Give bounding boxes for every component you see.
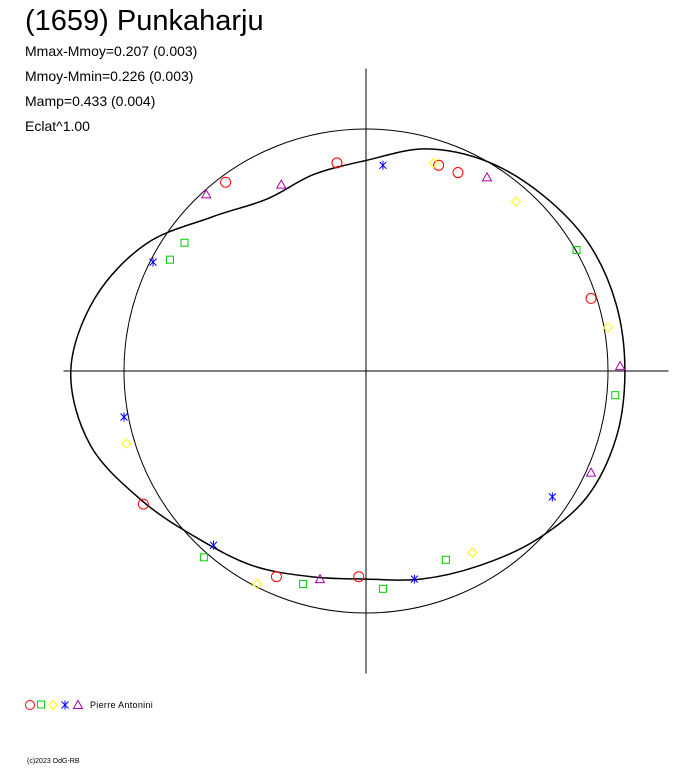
data-point-triangle-2 xyxy=(614,360,626,371)
data-point-circle-1 xyxy=(353,571,365,583)
data-point-triangle-3 xyxy=(314,573,326,584)
legend-circle-marker xyxy=(25,700,35,710)
data-point-star-1 xyxy=(209,540,218,550)
data-point-square-5 xyxy=(611,391,620,400)
data-point-circle-7 xyxy=(452,167,464,179)
data-point-star-4 xyxy=(120,412,128,422)
data-point-circle-3 xyxy=(220,176,232,188)
data-point-diamond-0 xyxy=(251,578,263,590)
data-point-star-2 xyxy=(548,492,557,502)
stat-amplitude: Mamp=0.433 (0.004) xyxy=(25,93,156,109)
legend: Pierre Antonini xyxy=(24,698,153,712)
data-point-square-0 xyxy=(441,555,450,564)
data-point-diamond-4 xyxy=(121,438,132,449)
legend-triangle-marker xyxy=(72,699,84,709)
fit-curve xyxy=(70,148,626,581)
data-point-square-2 xyxy=(165,255,174,264)
data-point-circle-6 xyxy=(331,157,343,169)
data-point-triangle-4 xyxy=(585,467,597,477)
legend-diamond-marker xyxy=(48,699,58,711)
reference-circle xyxy=(123,128,609,614)
data-point-diamond-3 xyxy=(467,547,478,558)
data-point-square-3 xyxy=(572,246,581,254)
legend-square-marker xyxy=(37,700,45,709)
chart-title: (1659) Punkaharju xyxy=(25,5,264,37)
data-point-circle-2 xyxy=(433,159,445,171)
data-point-square-7 xyxy=(180,238,189,247)
stat-brightness-exponent: Eclat^1.00 xyxy=(25,118,90,134)
data-point-square-1 xyxy=(199,553,208,562)
legend-star-marker xyxy=(61,700,69,710)
copyright-footer: (c)2023 OdG-RB xyxy=(27,758,80,765)
legend-label: Pierre Antonini xyxy=(90,700,154,710)
data-point-triangle-5 xyxy=(200,188,212,199)
data-point-star-5 xyxy=(410,574,419,584)
data-point-star-0 xyxy=(379,160,387,170)
data-point-triangle-1 xyxy=(481,171,493,182)
data-point-diamond-2 xyxy=(602,322,614,333)
data-point-circle-0 xyxy=(270,571,282,583)
legend-markers xyxy=(25,699,84,711)
data-point-diamond-1 xyxy=(510,196,522,207)
data-point-diamond-5 xyxy=(428,157,439,169)
stat-mean-minus-min: Mmoy-Mmin=0.226 (0.003) xyxy=(25,68,194,84)
data-point-circle-4 xyxy=(585,292,597,304)
stat-max-minus-mean: Mmax-Mmoy=0.207 (0.003) xyxy=(25,43,198,59)
data-point-star-3 xyxy=(149,257,157,267)
data-point-square-4 xyxy=(299,579,308,588)
data-point-square-6 xyxy=(378,584,387,593)
data-point-circle-5 xyxy=(137,498,149,510)
data-point-triangle-0 xyxy=(275,179,287,189)
